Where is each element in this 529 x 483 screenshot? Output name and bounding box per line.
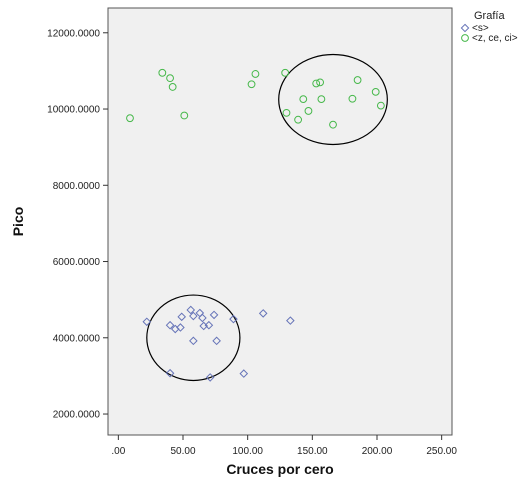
legend-marker-circle [461,34,469,42]
data-point-circle [247,80,256,89]
data-point-circle [299,95,308,104]
data-point-circle [316,78,324,87]
data-point-circle [126,114,134,123]
data-point-diamond [189,311,198,321]
data-point-diamond [212,336,221,346]
data-points [126,68,385,382]
y-tick-label: 10000.0000 [47,105,100,116]
x-tick-label: 150.00 [297,446,328,457]
data-point-diamond [258,309,268,318]
x-tick-label: 200.00 [362,446,393,457]
data-point-circle [294,115,303,124]
data-point-diamond [229,314,238,324]
data-point-diamond [204,320,214,330]
data-point-circle [371,87,380,96]
data-point-circle [348,94,357,103]
plot-area [107,7,453,436]
data-point-diamond [165,320,175,330]
y-tick-label: 8000.0000 [53,181,101,192]
legend-title: Grafía [474,10,505,22]
data-point-diamond [177,312,187,322]
data-point-diamond [239,369,249,378]
y-tick-label: 6000.0000 [53,257,101,268]
data-point-diamond [142,317,152,327]
data-point-circle [317,95,326,104]
data-point-diamond [165,368,175,378]
y-tick-label: 4000.0000 [53,333,101,344]
data-point-circle [376,101,385,110]
data-point-circle [353,76,362,84]
data-point-circle [180,111,189,120]
data-point-diamond [205,373,215,382]
x-tick-label: .00 [111,446,125,457]
data-point-diamond [186,305,196,315]
x-tick-label: 250.00 [426,446,457,457]
x-tick-label: 50.00 [170,446,195,457]
y-axis-title: Pico [10,207,26,237]
data-point-circle [312,79,321,88]
data-point-circle [282,108,291,117]
x-tick-label: 100.00 [232,446,263,457]
legend-label: <z, ce, ci> [472,33,518,44]
data-point-circle [166,74,174,83]
y-tick-label: 12000.0000 [47,28,100,39]
data-point-circle [329,120,337,129]
y-tick-label: 2000.0000 [53,410,101,421]
legend: Grafía <s><z, ce, ci> [460,10,518,44]
data-point-circle [281,68,290,77]
annotation-ellipse [278,53,388,146]
data-point-diamond [209,310,219,320]
data-point-diamond [286,316,295,325]
legend-marker-diamond [460,23,470,33]
data-point-diamond [176,323,185,332]
y-axis-ticks: 2000.0000 4000.0000 6000.0000 8000.0000 1000… [47,28,108,421]
annotation-layer [146,53,388,382]
x-axis-title: Cruces por cero [226,461,333,477]
legend-label: <s> [472,23,489,34]
data-point-circle [251,70,260,78]
x-axis-ticks: .00 50.00 100.00 150.00 200.00 250.00 [111,435,457,457]
data-point-circle [168,83,177,91]
data-point-diamond [198,313,207,323]
data-point-circle [158,68,167,77]
annotation-ellipse [146,294,241,382]
data-point-diamond [189,336,198,346]
data-point-circle [304,107,313,115]
